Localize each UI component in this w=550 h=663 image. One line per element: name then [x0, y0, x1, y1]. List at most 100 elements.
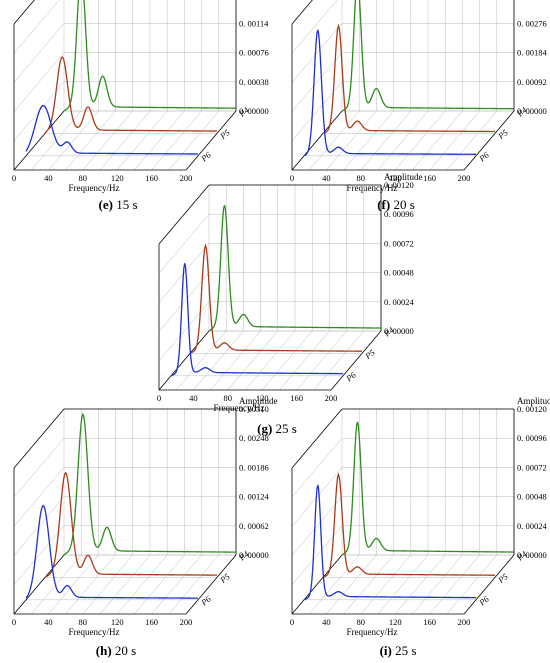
- leftwall-grid-e: [13, 52, 65, 112]
- caption-label-h: (h): [95, 643, 112, 658]
- floor-grid-e: [134, 110, 185, 171]
- floor-grid-e: [151, 110, 202, 171]
- floor-grid-f: [309, 110, 360, 171]
- series-label-p5-f: P5: [495, 127, 509, 141]
- left-top-edge-f: [291, 0, 313, 25]
- caption-time-g: 25 s: [275, 421, 297, 436]
- floor-grid-g: [193, 330, 244, 391]
- x-axis-title-g: Frequency/Hz: [214, 403, 265, 413]
- x-tick-label-i: 80: [357, 617, 366, 627]
- depth-axis-e: [185, 110, 237, 171]
- floor-grid-g: [244, 330, 296, 391]
- z-tick-label-g: 0. 00096: [384, 209, 414, 219]
- x-tick-label-e: 120: [111, 173, 124, 183]
- chart-svg-i: 0 40 80 120 160 200 Frequency/Hz 0. 00000 0. 000…: [290, 396, 550, 637]
- z-tick-label-i: 0. 00096: [517, 433, 547, 443]
- leftwall-grid-f: [291, 0, 313, 25]
- x-tick-label-h: 0: [12, 617, 16, 627]
- chart-svg-e: 0 40 80 120 160 200 Frequency/Hz 0. 00000 0. 000…: [12, 0, 269, 193]
- x-axis-title-h: Frequency/Hz: [69, 627, 120, 637]
- floor-left-edge-g: [158, 330, 210, 391]
- z-tick-label-g: 0. 00000: [384, 326, 414, 336]
- x-tick-label-h: 160: [145, 617, 158, 627]
- x-tick-label-h: 80: [79, 617, 88, 627]
- chart-panel-g: 0 40 80 120 160 200 Frequency/Hz 0. 00000 0. 000…: [147, 172, 423, 413]
- x-tick-label-e: 0: [12, 173, 16, 183]
- left-top-edge-i: [291, 408, 343, 469]
- floor-grid-f: [377, 110, 429, 171]
- depth-axis-g: [330, 330, 382, 391]
- leftwall-grid-f: [291, 81, 343, 141]
- caption-h: (h) 20 s: [56, 643, 176, 659]
- caption-i: (i) 25 s: [338, 643, 458, 659]
- floor-grid-i: [429, 554, 480, 615]
- leftwall-grid-i: [291, 525, 343, 585]
- x-tick-label-g: 0: [157, 393, 161, 403]
- z-tick-label-i: 0. 00120: [517, 404, 547, 414]
- floor-grid-g: [210, 330, 261, 391]
- series-line-p5-g: [189, 243, 363, 354]
- series-line-p4-i: [341, 421, 515, 556]
- depth-axis-h: [185, 554, 237, 615]
- x-tick-label-i: 0: [290, 617, 294, 627]
- x-tick-label-h: 40: [44, 617, 53, 627]
- floor-grid-i: [446, 554, 497, 615]
- floor-left-edge-h: [13, 554, 65, 615]
- x-tick-label-e: 160: [145, 173, 158, 183]
- z-tick-label-e: 0. 00038: [239, 77, 269, 87]
- x-tick-label-i: 40: [322, 617, 331, 627]
- leftwall-grid-e: [13, 0, 60, 54]
- x-tick-label-f: 200: [458, 173, 471, 183]
- x-tick-label-f: 40: [322, 173, 331, 183]
- floor-grid-e: [48, 110, 99, 171]
- floor-grid-g: [279, 330, 330, 391]
- x-tick-label-e: 200: [180, 173, 193, 183]
- caption-time-f: 20 s: [393, 197, 415, 212]
- x-tick-label-f: 0: [290, 173, 294, 183]
- series-line-p5-h: [44, 471, 217, 578]
- floor-grid-i: [377, 554, 429, 615]
- caption-label-f: (f): [377, 197, 391, 212]
- leftwall-grid-i: [291, 496, 343, 556]
- floor-grid-g: [176, 330, 227, 391]
- x-tick-label-e: 40: [44, 173, 53, 183]
- series-line-p4-h: [63, 412, 236, 556]
- x-tick-label-g: 40: [189, 393, 198, 403]
- series-label-p6-i: P6: [476, 593, 491, 608]
- floor-grid-e: [117, 110, 168, 171]
- floor-grid-f: [360, 110, 411, 171]
- caption-time-e: 15 s: [116, 197, 138, 212]
- series-line-p6-h: [25, 504, 199, 599]
- z-tick-label-f: 0. 00000: [517, 106, 547, 116]
- caption-label-i: (i): [379, 643, 392, 658]
- series-label-p5-i: P5: [495, 571, 509, 585]
- x-tick-label-g: 80: [224, 393, 233, 403]
- chart-svg-h: 0 40 80 120 160 200 Frequency/Hz 0. 00000 0. 000…: [12, 396, 278, 637]
- x-axis-title-e: Frequency/Hz: [69, 183, 120, 193]
- floor-grid-h: [82, 554, 133, 615]
- z-tick-label-g: 0. 00120: [384, 180, 414, 190]
- series-label-p6-h: P6: [198, 593, 213, 608]
- leftwall-grid-e: [13, 0, 35, 25]
- x-tick-label-f: 120: [389, 173, 402, 183]
- floor-grid-g: [296, 330, 347, 391]
- floor-grid-g: [262, 330, 313, 391]
- caption-time-h: 20 s: [114, 643, 137, 658]
- z-tick-label-i: 0. 00048: [517, 492, 547, 502]
- z-axis-title-i: Amplitude: [517, 396, 550, 406]
- floor-left-edge-e: [13, 110, 65, 171]
- floor-grid-e: [168, 110, 219, 171]
- back-wall-h: [13, 408, 237, 615]
- floor-grid-g: [227, 330, 278, 391]
- floor-grid-f: [395, 110, 446, 171]
- leftwall-grid-i: [291, 438, 343, 498]
- x-axis-title-i: Frequency/Hz: [347, 627, 398, 637]
- series-line-p5-f: [322, 23, 495, 134]
- back-wall-i: [291, 408, 515, 615]
- back-wall-g: [158, 184, 382, 391]
- leftwall-grid-h: [13, 438, 65, 498]
- x-tick-label-i: 160: [423, 617, 436, 627]
- leftwall-grid-f: [291, 52, 343, 112]
- floor-left-edge-i: [291, 554, 343, 615]
- x-tick-label-g: 160: [290, 393, 303, 403]
